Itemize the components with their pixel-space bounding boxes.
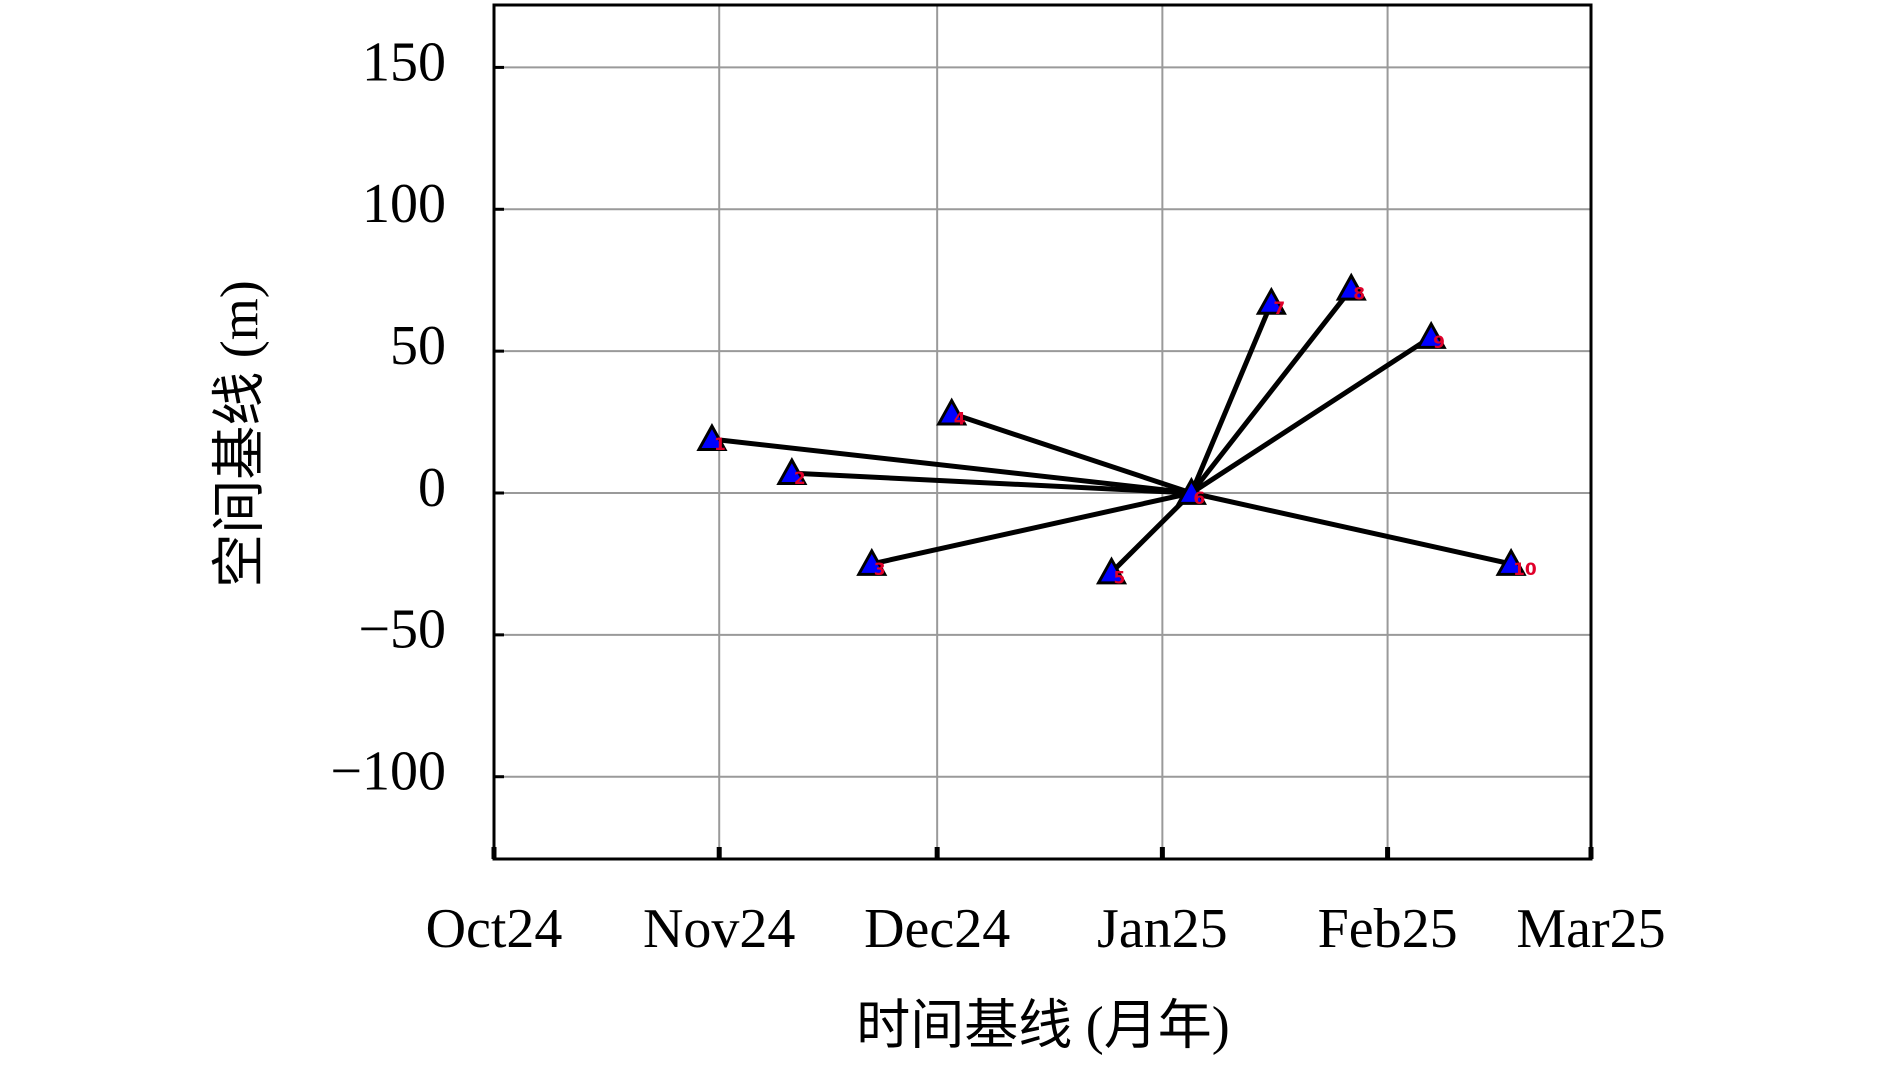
baseline-link bbox=[1190, 490, 1512, 567]
baseline-link bbox=[1190, 334, 1433, 496]
point bbox=[1175, 476, 1207, 505]
point bbox=[1415, 320, 1447, 349]
point-label: 2 bbox=[794, 469, 806, 489]
point bbox=[856, 547, 888, 576]
y-tick-label: 150 bbox=[362, 31, 446, 93]
point bbox=[1335, 272, 1367, 301]
baseline-link bbox=[871, 490, 1192, 567]
baseline-link bbox=[1109, 491, 1194, 575]
y-axis-title: 空间基线 (m) bbox=[209, 280, 269, 587]
y-tick-label: 50 bbox=[390, 315, 446, 377]
baseline-link bbox=[711, 436, 1192, 496]
baseline-link bbox=[1189, 287, 1354, 495]
y-tick-label: −100 bbox=[330, 741, 446, 803]
baseline-link bbox=[950, 411, 1193, 496]
x-tick-label: Feb25 bbox=[1318, 898, 1458, 960]
point-label: 8 bbox=[1353, 285, 1365, 305]
x-tick-label: Nov24 bbox=[643, 898, 795, 960]
plot-frame bbox=[492, 3, 1593, 861]
baseline-link bbox=[791, 470, 1192, 496]
point bbox=[776, 457, 808, 486]
y-tick-label: 0 bbox=[418, 457, 446, 519]
point-label: 9 bbox=[1433, 333, 1445, 353]
point-label: 3 bbox=[874, 560, 886, 580]
y-tick-label: 100 bbox=[362, 173, 446, 235]
point-label: 1 bbox=[714, 435, 726, 455]
x-tick-label: Jan25 bbox=[1097, 898, 1228, 960]
x-tick-label: Mar25 bbox=[1516, 898, 1665, 960]
x-tick-label: Oct24 bbox=[426, 898, 563, 960]
baseline-link bbox=[1189, 301, 1274, 494]
x-tick-label: Dec24 bbox=[864, 898, 1010, 960]
point bbox=[1095, 556, 1128, 585]
point-label: 4 bbox=[954, 410, 966, 430]
point bbox=[1495, 547, 1527, 576]
point-label: 7 bbox=[1273, 299, 1285, 319]
y-tick-label: −50 bbox=[358, 599, 446, 661]
point-label: 10 bbox=[1513, 560, 1537, 580]
x-axis-title: 时间基线 (月年) bbox=[856, 995, 1229, 1055]
point-label: 5 bbox=[1114, 568, 1126, 588]
point bbox=[1255, 286, 1287, 315]
point bbox=[936, 397, 968, 426]
point-label: 6 bbox=[1193, 489, 1205, 509]
point bbox=[696, 423, 728, 451]
